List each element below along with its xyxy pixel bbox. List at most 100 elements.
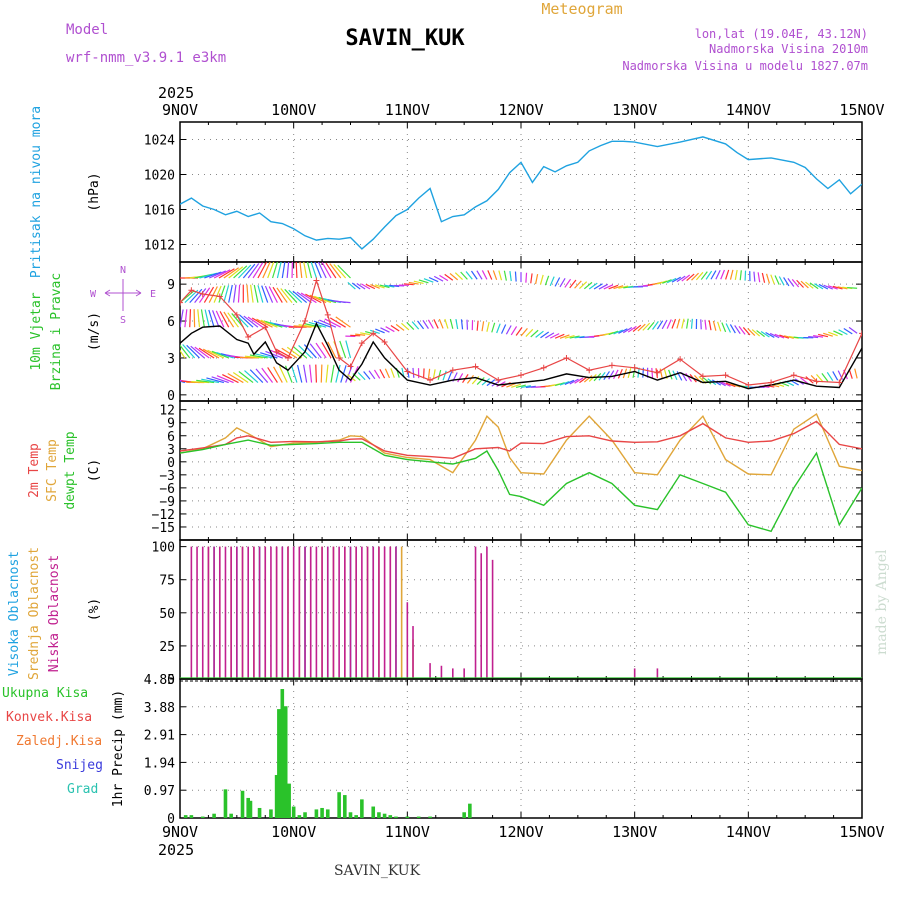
gust-marker: [273, 348, 280, 355]
series-2m-temp: [180, 420, 862, 460]
top-day-label: 15NOV: [839, 101, 884, 119]
wind-arrow: [530, 329, 539, 338]
wind-arrow: [725, 382, 736, 388]
wind-arrow: [481, 378, 490, 386]
wind-arrow: [335, 316, 351, 328]
wind-arrow: [265, 320, 283, 328]
wind-arrow: [574, 377, 584, 384]
precip-bar: [343, 795, 347, 818]
wind-arrow: [506, 382, 516, 388]
wind-arrow: [406, 322, 415, 330]
gust-marker: [449, 367, 456, 374]
wind-arrow: [265, 350, 283, 359]
gust-marker: [370, 330, 377, 337]
wind-arrow: [672, 370, 678, 381]
wind-arrow: [449, 273, 459, 281]
precip-bar: [377, 812, 381, 818]
y-tick-label: 3.88: [144, 701, 175, 716]
ylabel-precip: 1hr Precip (mm): [111, 690, 126, 807]
wind-arrow: [262, 262, 271, 279]
wind-arrow: [276, 287, 288, 303]
wind-arrow: [247, 263, 260, 279]
precip-bar: [394, 816, 398, 818]
y-tick-label: 1024: [144, 134, 175, 149]
wind-arrow: [413, 280, 424, 285]
wind-arrow: [246, 284, 249, 303]
precip-bar: [229, 813, 233, 818]
wind-arrow: [734, 269, 738, 280]
wind-arrow: [647, 321, 655, 331]
wind-arrow: [712, 320, 717, 331]
wind-arrow: [232, 284, 237, 303]
wind-arrow: [347, 282, 356, 290]
gust-marker: [768, 379, 775, 386]
wind-arrow: [212, 310, 220, 328]
wind-arrow: [325, 262, 337, 279]
y-tick-label: 3: [167, 352, 175, 367]
wind-arrow: [325, 364, 329, 383]
precip-bar: [354, 815, 358, 818]
plot-area: [180, 412, 862, 533]
wind-arrow: [559, 278, 566, 288]
gust-marker: [336, 354, 343, 361]
wind-arrow: [247, 316, 264, 328]
series-pritisak: [180, 136, 862, 250]
wind-arrow: [345, 340, 352, 359]
wind-arrow: [492, 270, 498, 281]
wind-arrow: [184, 309, 188, 328]
wind-arrow: [428, 276, 439, 283]
wind-arrow: [627, 325, 637, 333]
wind-arrow: [681, 318, 685, 329]
wind-arrow: [787, 278, 795, 287]
wind-arrow: [201, 378, 220, 384]
wind-arrow: [360, 332, 371, 336]
wind-arrow: [370, 284, 380, 289]
wind-arrow: [559, 380, 570, 386]
panel-wind: 0 3 6 9 (m/s) 10m Vjetar Brzina i Pravac N S W E: [29, 261, 863, 404]
wind-arrow: [345, 365, 353, 383]
wind-arrow: [261, 367, 274, 383]
wind-arrow: [267, 367, 278, 383]
precip-legend-2: Zaledj.Kisa: [16, 734, 102, 749]
plot-area: [183, 689, 472, 818]
wind-arrow: [384, 284, 395, 288]
wind-arrow: [720, 269, 726, 280]
wind-arrow: [320, 364, 323, 383]
wind-arrow: [271, 262, 278, 279]
series-dewpt-temp: [180, 439, 862, 533]
wind-arrow: [622, 327, 633, 334]
y-tick-label: 4.85: [144, 673, 175, 688]
wind-arrow: [186, 344, 200, 359]
wind-arrow: [800, 280, 809, 289]
wind-arrow: [791, 278, 800, 288]
model-elevation-text: Nadmorska Visina u modelu 1827.07m: [622, 59, 868, 73]
wind-arrow: [503, 270, 507, 281]
bottom-day-label: 10NOV: [271, 823, 316, 841]
wind-arrow: [510, 326, 518, 336]
wind-arrow: [739, 270, 742, 281]
compass-s: S: [120, 315, 126, 326]
gust-marker: [518, 372, 524, 379]
wind-arrow: [569, 335, 580, 339]
gust-marker: [188, 287, 195, 294]
gust-marker: [199, 290, 206, 297]
wind-arrow: [254, 353, 273, 359]
wind-arrow: [525, 328, 534, 337]
wind-arrow: [564, 379, 575, 386]
gust-marker: [631, 364, 638, 371]
ylabel-cloud-2: Niska Oblacnost: [47, 555, 62, 672]
y-tick-label: 0: [167, 812, 175, 827]
wind-arrow: [384, 368, 391, 379]
precip-bar: [462, 812, 466, 818]
y-tick-label: 50: [159, 607, 175, 622]
wind-arrow: [238, 371, 254, 384]
wind-arrow: [686, 318, 689, 329]
y-tick-label: 1020: [144, 169, 175, 184]
ylabel-pressure: Pritisak na nivou mora: [29, 106, 44, 278]
gust-marker: [699, 373, 706, 380]
panel-frame: [179, 121, 863, 263]
wind-arrow: [756, 330, 765, 338]
top-date-axis: 9NOV 10NOV 11NOV 12NOV 13NOV 14NOV 15NOV: [162, 101, 885, 119]
compass-icon: N S W E: [90, 265, 156, 326]
y-tick-label: −15: [152, 521, 175, 536]
